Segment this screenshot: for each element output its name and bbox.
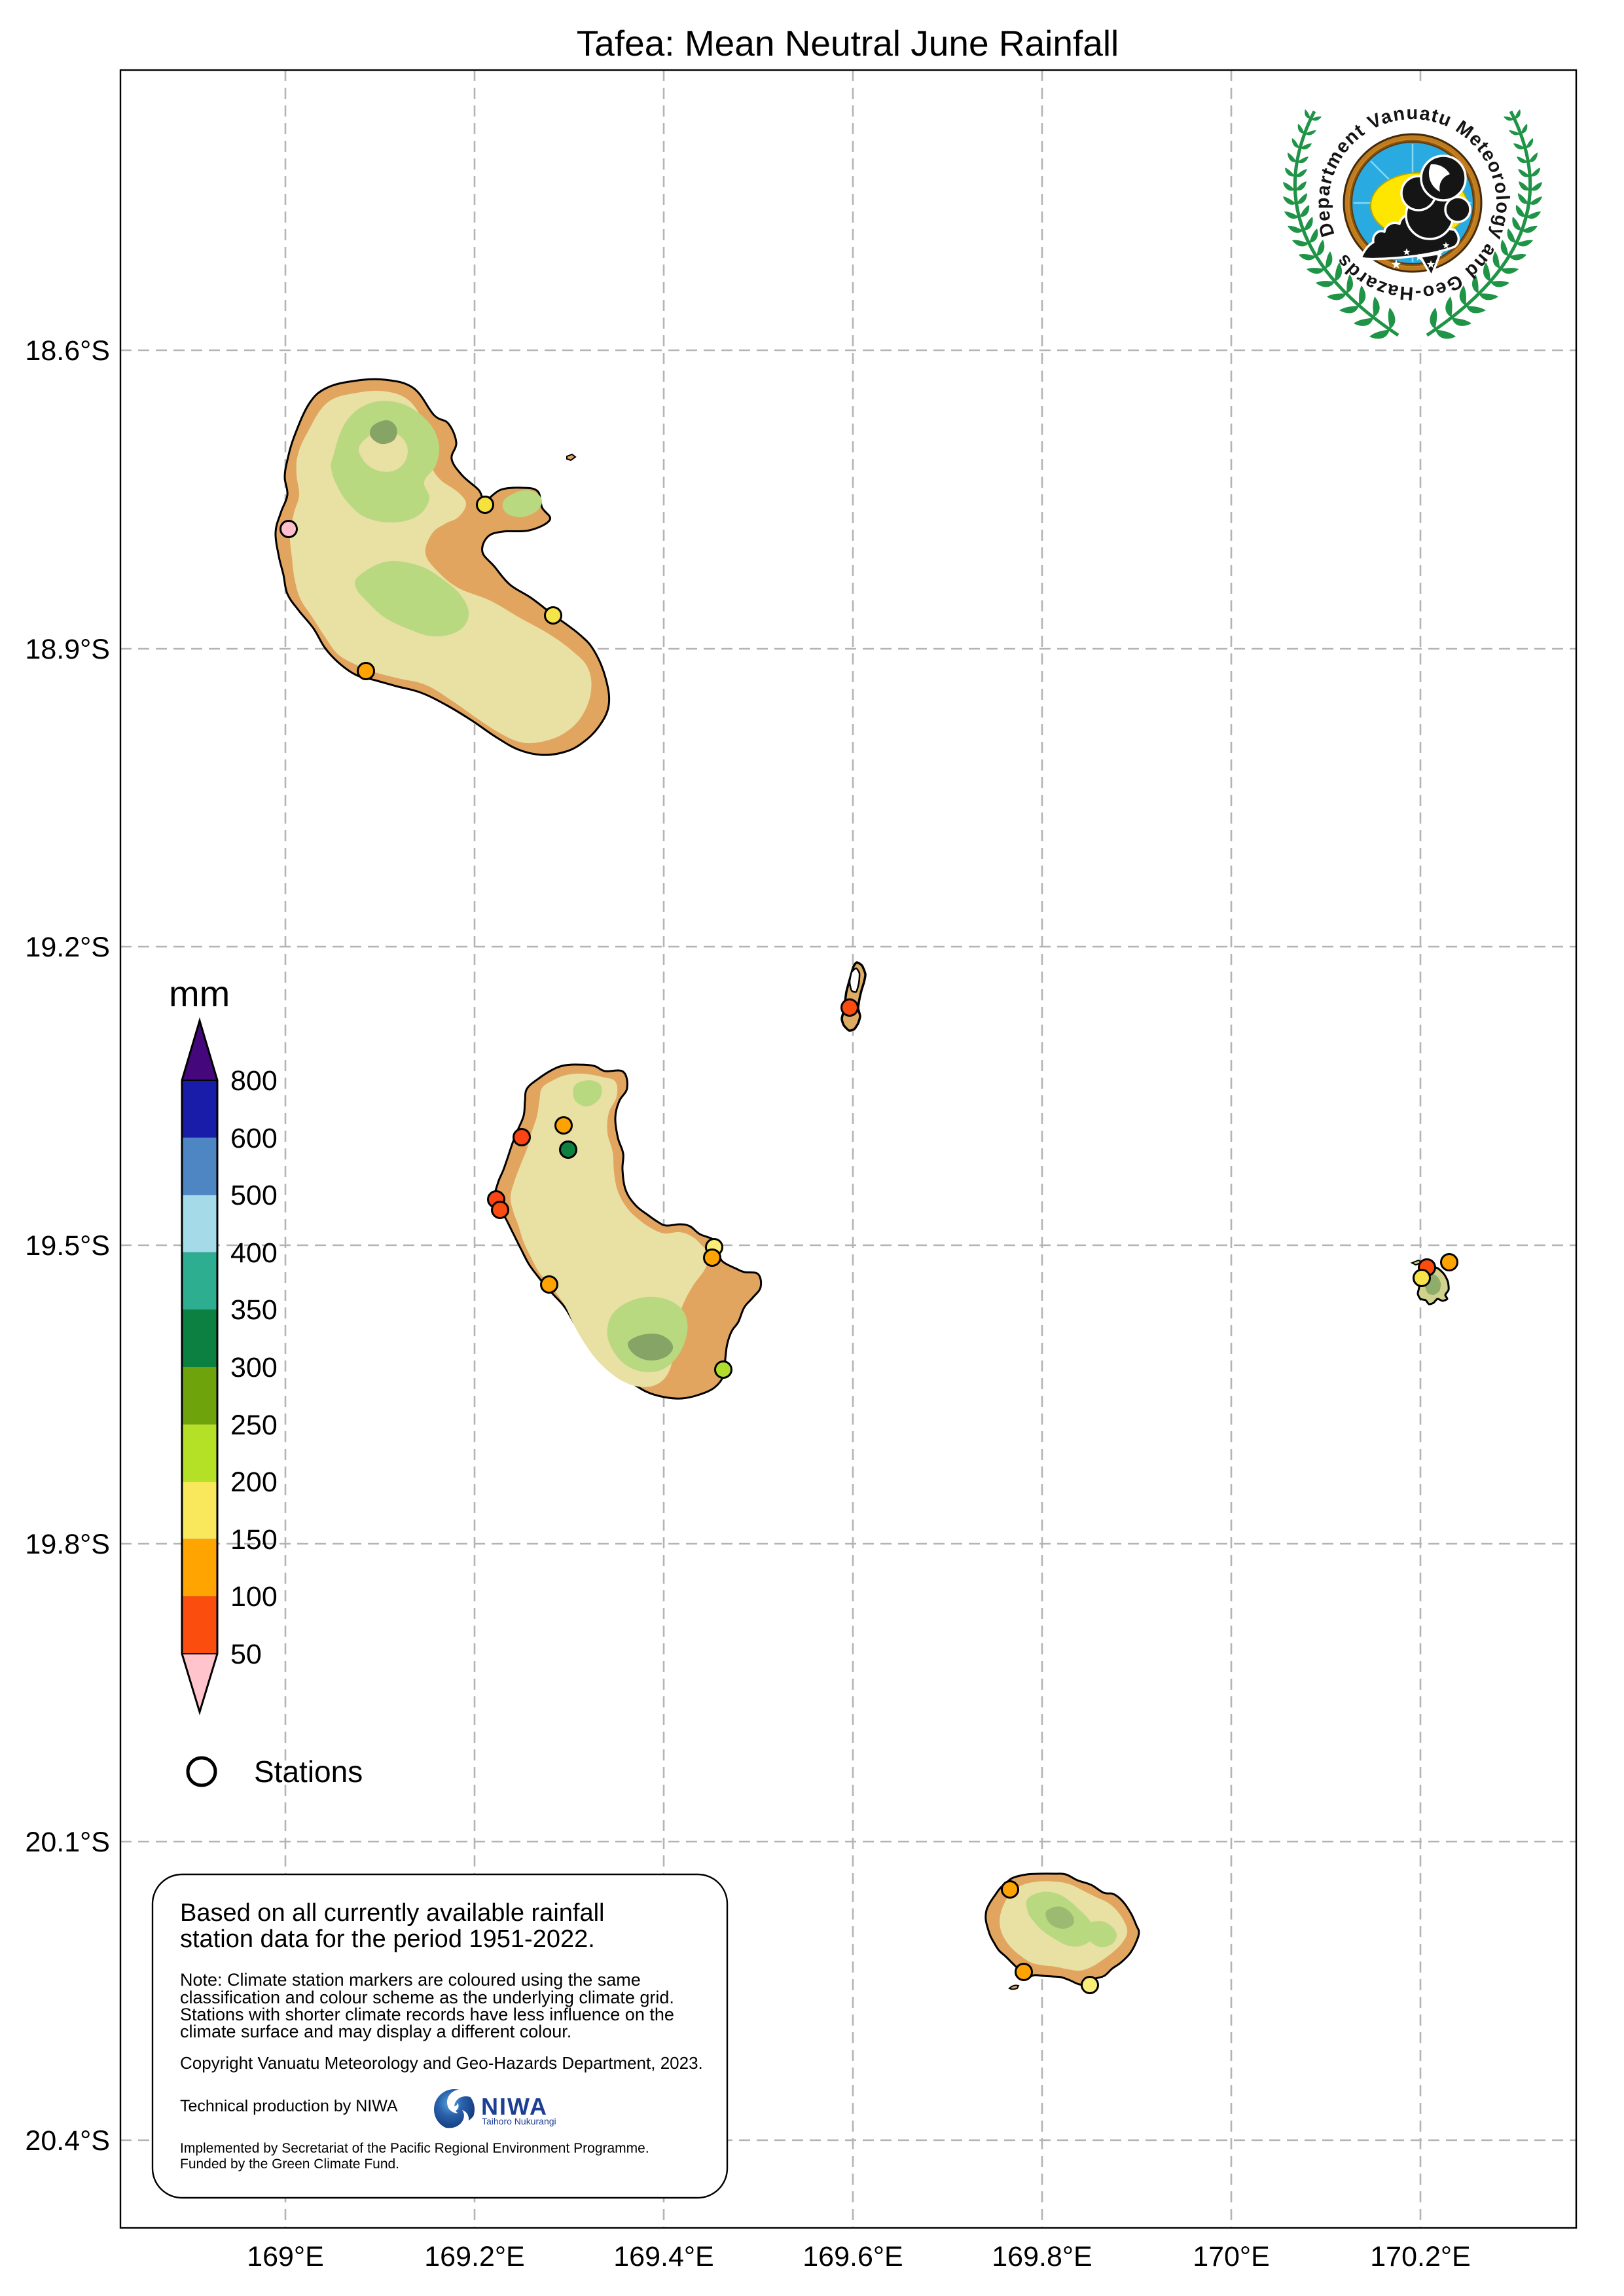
- svg-text:Stations: Stations: [254, 1755, 363, 1789]
- svg-text:800: 800: [230, 1065, 278, 1097]
- svg-text:Technical production by NIWA: Technical production by NIWA: [180, 2097, 398, 2115]
- svg-text:Copyright Vanuatu Meteorology: Copyright Vanuatu Meteorology and Geo-Ha…: [180, 2053, 703, 2073]
- svg-text:Taihoro Nukurangi: Taihoro Nukurangi: [482, 2116, 556, 2126]
- svg-text:169.2°E: 169.2°E: [424, 2241, 524, 2272]
- svg-text:350: 350: [230, 1294, 278, 1326]
- svg-text:170.2°E: 170.2°E: [1370, 2241, 1470, 2272]
- svg-text:18.9°S: 18.9°S: [25, 634, 110, 665]
- svg-text:169.8°E: 169.8°E: [992, 2241, 1092, 2272]
- svg-text:150: 150: [230, 1524, 278, 1556]
- svg-text:Stations with shorter climate: Stations with shorter climate records ha…: [180, 2005, 674, 2024]
- svg-text:250: 250: [230, 1410, 278, 1441]
- svg-text:Note: Climate station markers: Note: Climate station markers are colour…: [180, 1970, 641, 1990]
- svg-text:500: 500: [230, 1180, 278, 1211]
- svg-text:19.8°S: 19.8°S: [25, 1529, 110, 1560]
- svg-text:600: 600: [230, 1123, 278, 1154]
- svg-text:169°E: 169°E: [247, 2241, 324, 2272]
- svg-text:Funded by the Green Climate Fu: Funded by the Green Climate Fund.: [180, 2157, 399, 2172]
- svg-text:169.4°E: 169.4°E: [613, 2241, 713, 2272]
- svg-text:climate surface and may displa: climate surface and may display a differ…: [180, 2022, 571, 2041]
- svg-text:100: 100: [230, 1581, 278, 1613]
- svg-text:169.6°E: 169.6°E: [803, 2241, 903, 2272]
- svg-text:20.4°S: 20.4°S: [25, 2125, 110, 2157]
- svg-text:mm: mm: [169, 973, 230, 1014]
- svg-text:400: 400: [230, 1237, 278, 1269]
- svg-text:18.6°S: 18.6°S: [25, 335, 110, 367]
- svg-text:20.1°S: 20.1°S: [25, 1827, 110, 1858]
- svg-text:300: 300: [230, 1352, 278, 1383]
- svg-text:station data for the period 19: station data for the period 1951-2022.: [180, 1925, 595, 1953]
- svg-text:classification and colour sche: classification and colour scheme as the …: [180, 1988, 674, 2007]
- svg-text:170°E: 170°E: [1193, 2241, 1270, 2272]
- svg-text:19.2°S: 19.2°S: [25, 932, 110, 963]
- svg-text:50: 50: [230, 1639, 262, 1670]
- svg-text:19.5°S: 19.5°S: [25, 1230, 110, 1262]
- svg-text:Based on all currently availab: Based on all currently available rainfal…: [180, 1899, 604, 1927]
- svg-text:200: 200: [230, 1467, 278, 1498]
- svg-text:Implemented by Secretariat of: Implemented by Secretariat of the Pacifi…: [180, 2141, 649, 2156]
- svg-text:NIWA: NIWA: [481, 2093, 548, 2120]
- svg-text:Tafea: Mean Neutral June Rainf: Tafea: Mean Neutral June Rainfall: [577, 23, 1119, 64]
